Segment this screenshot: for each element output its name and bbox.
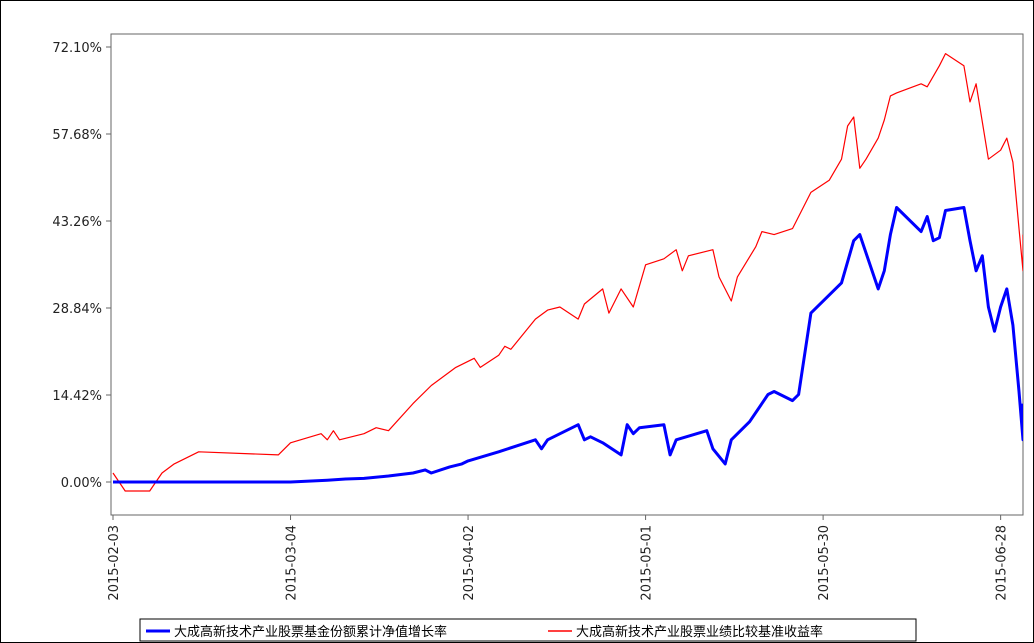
- y-tick-label: 0.00%: [61, 476, 102, 491]
- y-tick-label: 72.10%: [52, 41, 102, 56]
- series-line-1: [113, 206, 1023, 484]
- y-tick-label: 57.68%: [52, 128, 102, 143]
- y-axis: 0.00% 14.42% 28.84% 43.26% 57.68% 72.10%: [52, 41, 111, 491]
- legend-label-1: 大成高新技术产业股票基金份额累计净值增长率: [174, 624, 447, 640]
- y-tick-label: 28.84%: [52, 302, 102, 317]
- series-line-2: [112, 53, 1023, 492]
- legend: 大成高新技术产业股票基金份额累计净值增长率 大成高新技术产业股票业绩比较基准收益率: [139, 618, 917, 642]
- x-axis: 2015-02-03 2015-03-04 2015-04-02 2015-05-01…: [107, 515, 1010, 601]
- x-tick-label: 2015-03-04: [285, 525, 300, 601]
- x-tick-label: 2015-05-30: [817, 525, 832, 601]
- y-tick-label: 43.26%: [52, 215, 102, 230]
- x-tick-label: 2015-05-01: [640, 525, 655, 601]
- y-tick-label: 14.42%: [52, 389, 102, 404]
- plot-area: [110, 33, 1024, 516]
- legend-box: [139, 618, 917, 642]
- x-tick-label: 2015-04-02: [462, 525, 477, 601]
- legend-label-2: 大成高新技术产业股票业绩比较基准收益率: [576, 624, 823, 640]
- x-tick-label: 2015-06-28: [995, 525, 1010, 601]
- x-tick-label: 2015-02-03: [107, 525, 122, 601]
- series-layer: [112, 53, 1023, 492]
